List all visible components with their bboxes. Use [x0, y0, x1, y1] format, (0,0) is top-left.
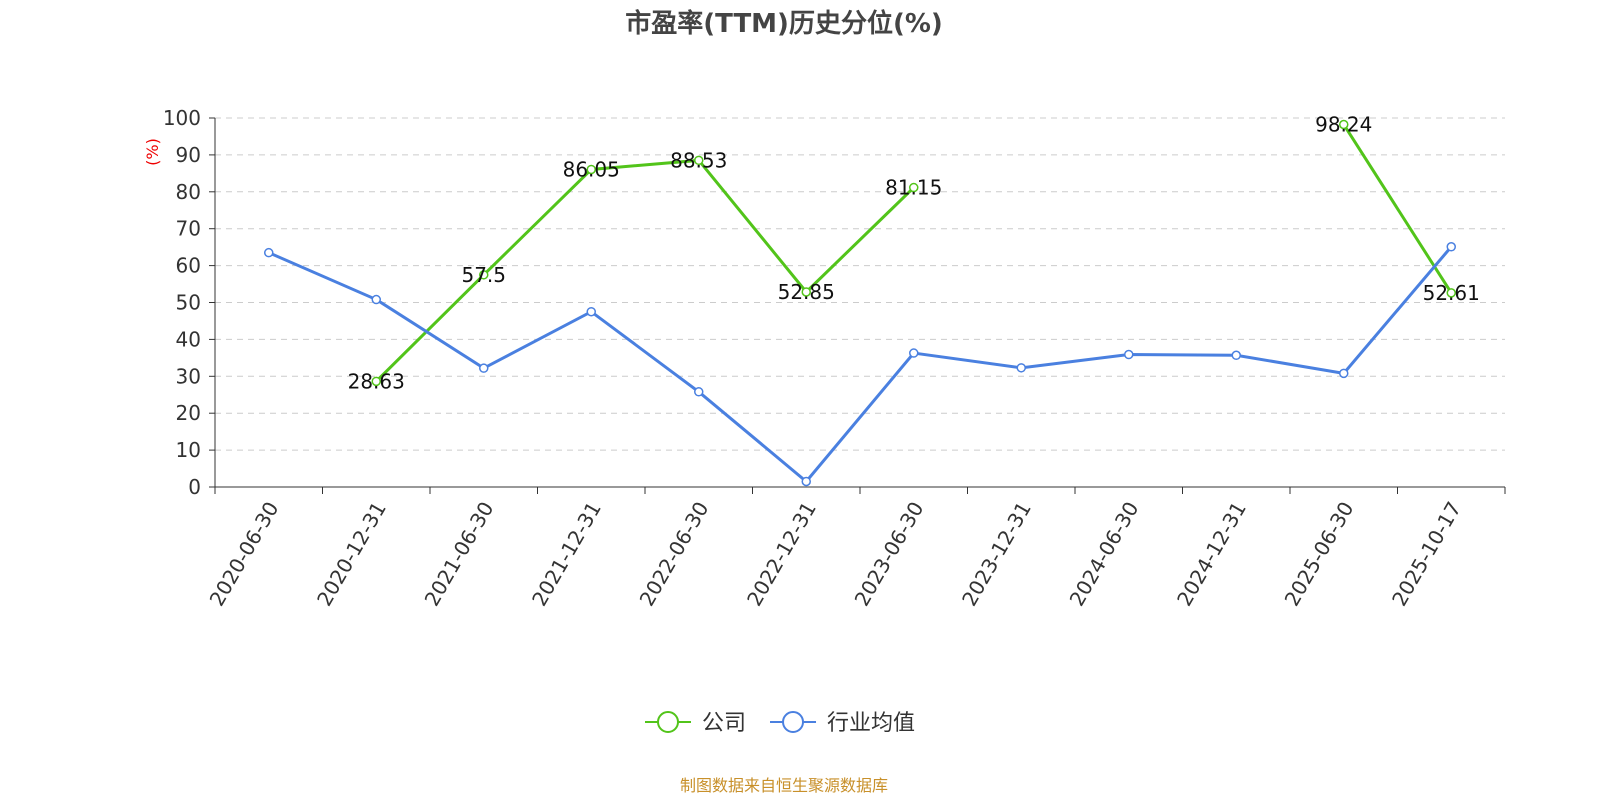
data-point — [909, 348, 919, 358]
data-point — [1231, 350, 1241, 361]
data-label: 86.05 — [563, 157, 620, 181]
x-tick-label: 2022-06-30 — [635, 498, 714, 611]
data-point — [1016, 363, 1026, 373]
data-label: 88.53 — [670, 148, 727, 172]
x-tick-label: 2023-12-31 — [957, 498, 1036, 611]
data-point — [1446, 288, 1456, 298]
data-point — [801, 287, 811, 297]
y-tick-label: 90 — [176, 143, 201, 167]
data-label: 57.5 — [461, 263, 506, 287]
series-line — [268, 245, 1453, 484]
chart-title: 市盈率(TTM)历史分位(%) — [625, 8, 943, 39]
series-line — [375, 123, 1453, 383]
x-tick-label: 2020-12-31 — [312, 498, 391, 611]
data-point — [479, 363, 489, 373]
data-point — [1339, 368, 1349, 379]
legend-marker — [657, 711, 679, 733]
y-tick-label: 50 — [176, 291, 201, 315]
data-point — [1124, 349, 1134, 360]
x-tick-label: 2024-06-30 — [1065, 498, 1144, 611]
data-point — [371, 376, 381, 387]
data-point — [694, 155, 704, 166]
y-axis-label: (%) — [143, 138, 162, 166]
data-point — [1339, 119, 1349, 130]
data-point — [264, 247, 274, 258]
x-tick-label: 2024-12-31 — [1172, 498, 1251, 611]
data-point — [801, 476, 811, 487]
data-label: 81.15 — [885, 176, 942, 200]
data-label: 28.63 — [348, 369, 405, 393]
y-tick-label: 30 — [176, 364, 201, 388]
x-tick-label: 2020-06-30 — [205, 498, 284, 611]
x-tick-label: 2021-12-31 — [527, 498, 606, 611]
data-point — [371, 294, 381, 305]
data-point — [1446, 242, 1456, 252]
data-point — [694, 387, 704, 397]
legend-marker — [782, 711, 805, 733]
data-point — [909, 182, 919, 193]
data-point — [586, 164, 596, 175]
x-tick-label: 2022-12-31 — [742, 498, 821, 611]
data-point — [586, 306, 596, 317]
y-tick-label: 60 — [176, 254, 201, 278]
data-point — [479, 270, 489, 280]
y-tick-label: 10 — [176, 438, 201, 462]
source-note: 制图数据来自恒生聚源数据库 — [680, 776, 888, 795]
x-tick-label: 2025-10-17 — [1387, 498, 1466, 611]
x-tick-label: 2023-06-30 — [850, 498, 929, 611]
y-tick-label: 80 — [176, 180, 201, 204]
legend-label: 公司 — [702, 711, 746, 736]
y-tick-label: 100 — [163, 106, 201, 130]
y-tick-label: 20 — [176, 401, 201, 425]
y-tick-label: 0 — [188, 475, 201, 499]
y-tick-label: 40 — [176, 327, 201, 351]
legend-label: 行业均值 — [827, 711, 915, 736]
data-label: 52.61 — [1423, 281, 1480, 305]
data-label: 98.24 — [1315, 112, 1372, 136]
x-tick-label: 2025-06-30 — [1280, 498, 1359, 611]
x-tick-label: 2021-06-30 — [420, 498, 499, 611]
data-label: 52.85 — [778, 280, 835, 304]
y-tick-label: 70 — [176, 217, 201, 241]
